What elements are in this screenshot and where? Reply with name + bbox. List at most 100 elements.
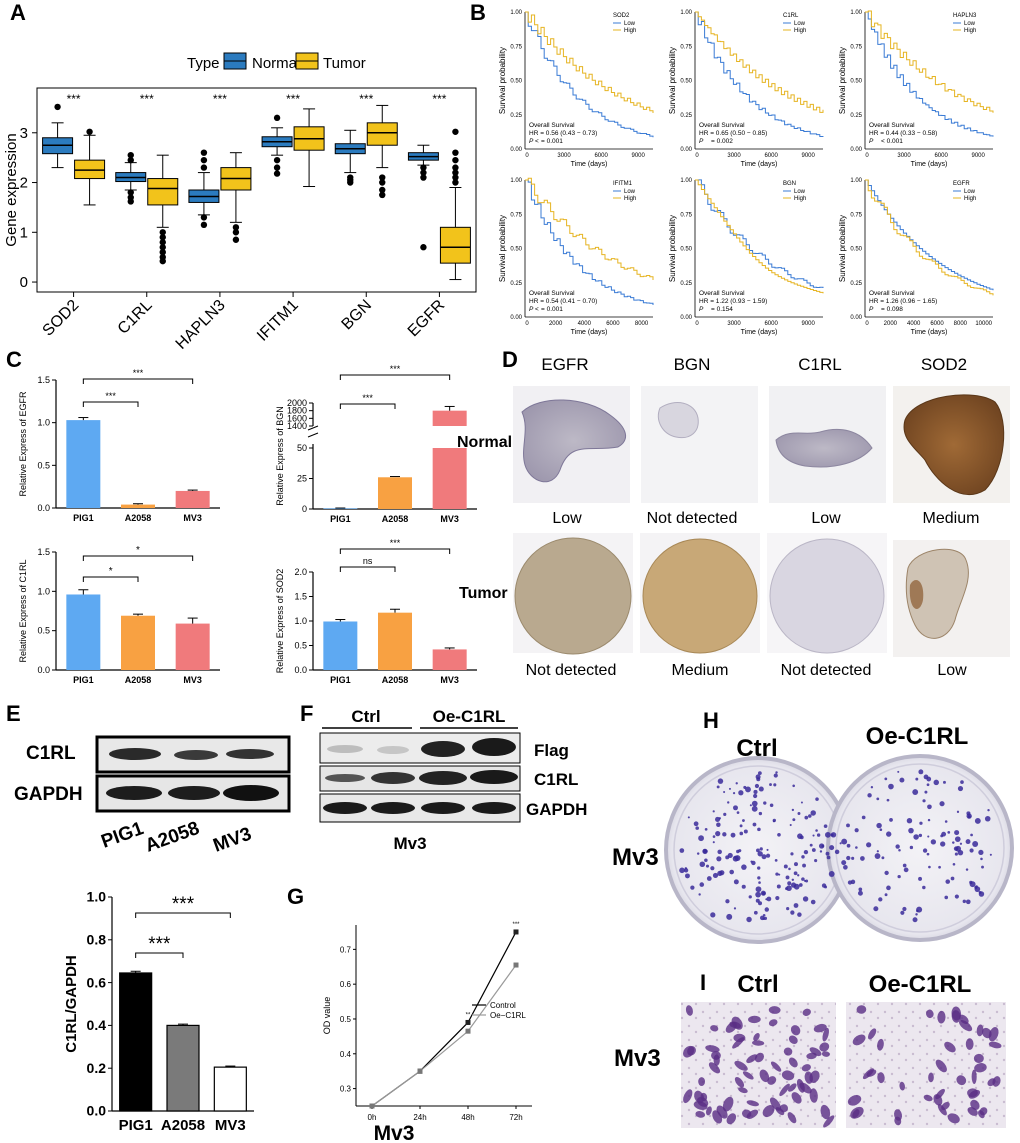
panel-label-d: D [502, 347, 518, 372]
c-egfr-sig-bracket [82, 401, 139, 407]
colony-dot [716, 822, 721, 828]
migrated-cell [988, 1041, 1002, 1049]
colony-dot [811, 848, 816, 852]
colony-dot [765, 898, 768, 901]
colony-dot [802, 863, 806, 868]
migrated-cell [935, 1059, 947, 1073]
c-egfr-bar-mv3 [175, 490, 210, 508]
e-bar-bar-mv3 [213, 1066, 247, 1112]
colony-dot [886, 885, 891, 891]
colony-dot [712, 835, 716, 838]
colony-dot [725, 899, 730, 904]
significance-label: *** [67, 92, 81, 106]
colony-dot [683, 868, 689, 873]
g-point [465, 1028, 471, 1034]
colony-dot [797, 912, 802, 917]
colony-dot [941, 831, 947, 837]
ihc-normal-egfr-tissue [521, 399, 626, 483]
b-p-prefix: P [869, 306, 874, 313]
colony-dot [775, 895, 780, 901]
g-point [369, 1103, 375, 1109]
colony-dot [739, 831, 744, 836]
f-gapdh-band-3 [421, 802, 465, 814]
migrated-cell [779, 1083, 790, 1097]
colony-dot [922, 885, 926, 890]
b-p-prefix: P < [529, 306, 539, 313]
c-bgn-ytick-label: 1800 [287, 406, 307, 416]
colony-dot [757, 866, 761, 870]
colony-dot [803, 849, 809, 855]
migrated-cell [697, 1096, 709, 1107]
colony-dot [785, 887, 789, 891]
b-ytick: 0.75 [510, 212, 522, 218]
c-c1rl-bar-pig1 [66, 594, 101, 670]
d-tumor-level-egfr: Not detected [526, 662, 617, 679]
b-p: = 0.002 [711, 138, 733, 145]
colony-dot [903, 867, 909, 873]
b-legend-high: High [624, 196, 636, 202]
colony-dot [698, 893, 701, 896]
b-xtick: 6000 [594, 153, 608, 159]
colony-dot [918, 769, 924, 775]
migrated-cell [822, 1027, 829, 1042]
h-colonies [679, 769, 992, 923]
e-bar-ytick-label: 0.2 [87, 1060, 107, 1076]
b-hr: HR = 0.44 (0.33 − 0.58) [869, 130, 937, 137]
b-xtick: 0 [525, 153, 529, 159]
c-bgn-bar-pig1 [323, 508, 358, 509]
colony-dot [841, 838, 848, 845]
colony-dot [798, 883, 803, 887]
colony-dot [915, 777, 919, 781]
migrated-cell [956, 1075, 967, 1086]
c-c1rl-ylabel: Relative Express of C1RL [18, 559, 28, 662]
outlier-tumor [159, 248, 166, 256]
migrated-cell [788, 1035, 798, 1044]
outlier-tumor [159, 253, 166, 261]
migrated-cell [819, 1042, 830, 1052]
g-ytick-label: 0.5 [340, 1015, 352, 1024]
b-xtick: 9000 [971, 153, 985, 159]
b-p-prefix: P [699, 306, 704, 313]
colony-dot [915, 913, 918, 916]
b-p-prefix: P [699, 138, 704, 145]
colony-dot [752, 822, 757, 827]
colony-dot [954, 852, 958, 856]
plot-frame [36, 87, 477, 293]
colony-dot [759, 847, 763, 851]
x-tick-label-hapln3: HAPLN3 [173, 297, 229, 353]
c-c1rl-ytick-label: 1.5 [37, 547, 50, 557]
outlier-tumor [159, 244, 166, 251]
outlier-normal [273, 156, 281, 164]
ihc-normal-c1rl-tissue [775, 428, 873, 468]
c-egfr-sig-label: *** [133, 368, 144, 378]
colony-dot [762, 913, 766, 917]
colony-dot [969, 848, 974, 853]
colony-dot [735, 782, 738, 785]
f-band-label-gapdh: GAPDH [526, 800, 587, 819]
migrated-cell [706, 1106, 712, 1116]
colony-dot [918, 833, 923, 838]
migrated-cell [809, 1047, 822, 1057]
colony-dot [725, 855, 730, 860]
b-xtick: 10000 [975, 321, 992, 327]
b-gene: HAPLN3 [953, 13, 977, 19]
migrated-cell [973, 1053, 984, 1064]
colony-dot [884, 870, 889, 876]
colony-dot [788, 867, 791, 871]
colony-dot [899, 777, 905, 783]
significance-label: *** [140, 92, 154, 106]
colony-dot [785, 875, 790, 880]
colony-dot [787, 881, 792, 886]
colony-dot [943, 780, 946, 784]
colony-dot [715, 831, 721, 837]
c-c1rl-sig-bracket [82, 576, 139, 582]
b-legend-low: Low [794, 21, 806, 27]
colony-dot [854, 828, 859, 833]
migrated-cell [959, 1014, 969, 1024]
g-xtick-label: 0h [368, 1113, 377, 1122]
survival-plot-sod2: Survival probability 0.00 0.25 0.50 0.75 1.00… [498, 10, 654, 168]
migrated-cell [738, 1087, 748, 1094]
c-bgn-break [307, 432, 319, 438]
outlier-normal [127, 156, 134, 164]
colony-dot [758, 811, 763, 816]
